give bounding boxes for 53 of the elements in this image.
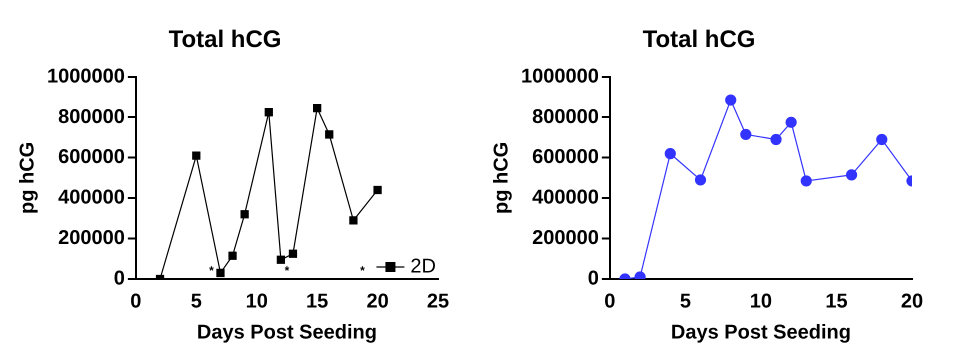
y-tick-label: 400000	[58, 186, 125, 209]
point	[846, 169, 858, 180]
y-axis-title: pg hCG	[490, 142, 513, 214]
annotation: *	[284, 263, 290, 278]
point	[786, 116, 797, 128]
point	[216, 268, 225, 278]
x-axis-title: Days Post Seeding	[670, 322, 851, 344]
x-tick-label: 20	[900, 290, 924, 313]
y-tick-label: 1000000	[520, 65, 599, 88]
y-tick-label: 600000	[532, 146, 599, 168]
y-tick-label: 400000	[532, 186, 599, 209]
x-axis-title: Days Post Seeding	[196, 322, 377, 344]
y-tick-label: 200000	[532, 227, 599, 250]
point	[800, 175, 812, 187]
point	[192, 152, 200, 160]
point	[313, 104, 322, 112]
x-tick-label: 5	[190, 290, 202, 313]
x-tick-label: 0	[130, 290, 142, 313]
point	[373, 186, 382, 194]
point	[725, 94, 736, 106]
y-tick-label: 800000	[58, 106, 125, 128]
y-axis-title: pg hCG	[16, 142, 39, 214]
x-tick-label: 15	[306, 290, 328, 313]
chart-title: Total hCG	[168, 26, 282, 54]
x-tick-label: 5	[680, 290, 691, 313]
point	[288, 250, 298, 258]
y-tick-label: 200000	[58, 227, 125, 250]
point	[276, 256, 286, 264]
y-tick-label: 0	[114, 268, 125, 290]
x-tick-label: 20	[366, 290, 389, 313]
point	[264, 108, 273, 116]
x-tick-label: 25	[426, 290, 450, 313]
point	[694, 174, 706, 186]
point	[740, 128, 752, 140]
point	[228, 252, 237, 260]
point	[664, 148, 676, 160]
annotation: *	[209, 263, 214, 278]
point	[349, 216, 358, 224]
point	[240, 210, 249, 218]
y-tick-label: 0	[588, 268, 599, 290]
point	[876, 134, 888, 146]
x-tick-label: 10	[750, 290, 772, 313]
point	[325, 130, 334, 139]
x-tick-label: 15	[825, 290, 848, 313]
x-tick-label: 0	[604, 290, 616, 313]
y-tick-label: 800000	[532, 106, 599, 128]
chart-title: Total hCG	[642, 26, 756, 54]
annotation: *	[360, 263, 366, 278]
y-tick-label: 600000	[58, 146, 125, 168]
y-tick-label: 1000000	[46, 65, 125, 88]
legend-label: 2D	[410, 256, 436, 278]
x-tick-label: 10	[246, 290, 268, 313]
point	[770, 134, 782, 146]
